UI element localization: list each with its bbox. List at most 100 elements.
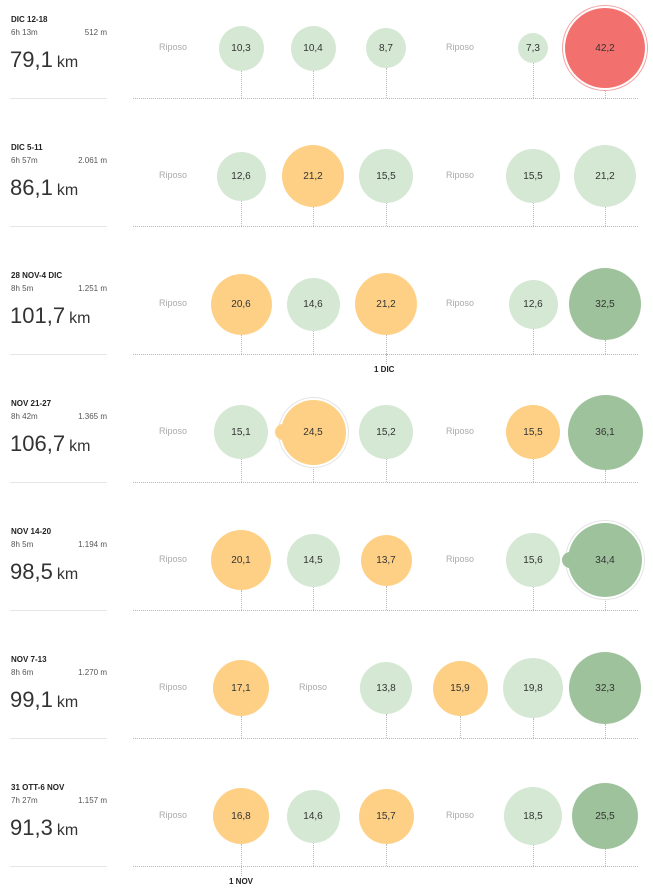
run-distance: 20,1 xyxy=(231,554,251,566)
day-stem xyxy=(533,63,534,98)
run-bubble[interactable]: 15,2 xyxy=(359,405,413,459)
run-distance: 19,8 xyxy=(523,682,543,694)
week-summary[interactable]: DIC 5-11 6h 57m 2.061 m 86,1 km xyxy=(10,128,107,227)
run-bubble[interactable]: 32,5 xyxy=(569,268,641,340)
week-row: NOV 14-20 8h 5m 1.194 m 98,5 km Riposo 20,1 14,… xyxy=(0,512,653,640)
day-stem xyxy=(313,586,314,610)
day-stem xyxy=(241,70,242,98)
run-bubble[interactable]: 20,6 xyxy=(210,273,272,335)
run-bubble[interactable]: 16,8 xyxy=(213,788,269,844)
run-bubble[interactable]: 14,5 xyxy=(286,533,340,587)
run-distance: 32,5 xyxy=(595,298,615,310)
day-stem xyxy=(241,590,242,610)
week-time: 6h 13m xyxy=(11,28,38,37)
run-bubble[interactable]: 10,4 xyxy=(290,25,336,71)
run-distance: 42,2 xyxy=(595,42,615,54)
run-bubble[interactable]: 42,2 xyxy=(565,8,645,88)
day-stem xyxy=(533,203,534,226)
week-label: DIC 12-18 xyxy=(11,15,48,24)
week-total-value: 101,7 xyxy=(10,303,66,328)
rest-day-label: Riposo xyxy=(158,170,187,180)
week-elevation: 1.365 m xyxy=(78,412,107,421)
run-bubble[interactable]: 15,6 xyxy=(506,533,560,587)
week-summary[interactable]: 28 NOV-4 DIC 8h 5m 1.251 m 101,7 km xyxy=(10,256,107,355)
run-bubble[interactable]: 15,5 xyxy=(359,149,413,203)
run-bubble[interactable]: 15,1 xyxy=(214,405,268,459)
week-total-unit: km xyxy=(69,438,91,455)
week-total-unit: km xyxy=(69,310,91,327)
day-stem xyxy=(386,203,387,226)
week-total-value: 91,3 xyxy=(10,815,53,840)
run-bubble[interactable]: 12,6 xyxy=(216,151,266,201)
run-distance: 17,1 xyxy=(231,682,251,694)
day-stem xyxy=(605,597,606,610)
run-distance: 14,6 xyxy=(303,810,323,822)
run-bubble[interactable]: 17,1 xyxy=(213,660,269,716)
run-bubble[interactable]: 10,3 xyxy=(218,25,264,71)
week-time: 8h 6m xyxy=(11,668,34,677)
run-bubble[interactable]: 14,6 xyxy=(286,277,340,331)
week-row: NOV 7-13 8h 6m 1.270 m 99,1 km Riposo 17,1 Ripo… xyxy=(0,640,653,768)
run-distance: 24,5 xyxy=(303,426,323,438)
day-stem xyxy=(386,843,387,866)
week-total-value: 86,1 xyxy=(10,175,53,200)
day-stem xyxy=(386,714,387,738)
day-stem xyxy=(605,88,606,98)
run-distance: 16,8 xyxy=(231,810,251,822)
run-bubble[interactable]: 19,8 xyxy=(503,658,563,718)
run-distance: 13,7 xyxy=(376,554,396,566)
day-stem xyxy=(533,718,534,738)
run-bubble[interactable]: 15,9 xyxy=(432,660,488,716)
run-distance: 32,3 xyxy=(595,682,615,694)
week-label: NOV 7-13 xyxy=(11,655,47,664)
week-total-distance: 91,3 km xyxy=(10,815,78,841)
run-distance: 34,4 xyxy=(595,554,615,566)
run-bubble[interactable]: 21,2 xyxy=(355,273,417,335)
run-bubble[interactable]: 24,5 xyxy=(274,399,346,465)
week-summary[interactable]: NOV 7-13 8h 6m 1.270 m 99,1 km xyxy=(10,640,107,739)
run-bubble[interactable]: 15,7 xyxy=(358,788,414,844)
run-bubble[interactable]: 34,4 xyxy=(562,523,642,597)
week-label: 31 OTT-6 NOV xyxy=(11,783,65,792)
week-baseline xyxy=(133,98,638,99)
week-label: 28 NOV-4 DIC xyxy=(11,271,63,280)
run-distance: 15,6 xyxy=(523,554,543,566)
week-total-distance: 79,1 km xyxy=(10,47,78,73)
run-bubble[interactable]: 20,1 xyxy=(211,530,271,590)
week-summary[interactable]: DIC 12-18 6h 13m 512 m 79,1 km xyxy=(10,0,107,99)
run-bubble[interactable]: 32,3 xyxy=(569,652,641,724)
week-total-distance: 98,5 km xyxy=(10,559,78,585)
run-bubble[interactable]: 7,3 xyxy=(518,33,548,63)
day-stem xyxy=(605,469,606,482)
run-distance: 15,2 xyxy=(376,426,396,438)
day-stem xyxy=(533,587,534,610)
run-bubble[interactable]: 15,5 xyxy=(506,405,560,459)
run-bubble[interactable]: 21,2 xyxy=(282,145,344,207)
week-total-value: 106,7 xyxy=(10,431,66,456)
day-stem xyxy=(241,200,242,226)
run-bubble[interactable]: 15,5 xyxy=(506,149,560,203)
week-summary[interactable]: NOV 21-27 8h 42m 1.365 m 106,7 km xyxy=(10,384,107,483)
run-bubble[interactable]: 13,7 xyxy=(360,534,412,586)
week-total-unit: km xyxy=(56,54,79,71)
run-bubble[interactable]: 36,1 xyxy=(567,394,643,470)
rest-day-label: Riposo xyxy=(158,42,187,52)
week-elevation: 1.270 m xyxy=(78,668,107,677)
run-bubble[interactable]: 8,7 xyxy=(366,28,406,68)
run-bubble[interactable]: 21,2 xyxy=(574,145,636,207)
run-bubble[interactable]: 25,5 xyxy=(572,783,638,849)
run-bubble[interactable]: 18,5 xyxy=(504,787,562,845)
run-bubble[interactable]: 12,6 xyxy=(508,279,558,329)
run-distance: 15,5 xyxy=(523,426,543,438)
run-distance: 13,8 xyxy=(376,682,396,694)
week-total-distance: 86,1 km xyxy=(10,175,78,201)
rest-day-label: Riposo xyxy=(445,554,474,564)
week-total-value: 99,1 xyxy=(10,687,53,712)
run-bubble[interactable]: 14,6 xyxy=(286,789,340,843)
run-bubble[interactable]: 13,8 xyxy=(360,662,412,714)
run-distance: 7,3 xyxy=(526,42,540,54)
week-summary[interactable]: NOV 14-20 8h 5m 1.194 m 98,5 km xyxy=(10,512,107,611)
week-summary[interactable]: 31 OTT-6 NOV 7h 27m 1.157 m 91,3 km xyxy=(10,768,107,867)
rest-day-label: Riposo xyxy=(445,42,474,52)
day-stem xyxy=(313,70,314,98)
